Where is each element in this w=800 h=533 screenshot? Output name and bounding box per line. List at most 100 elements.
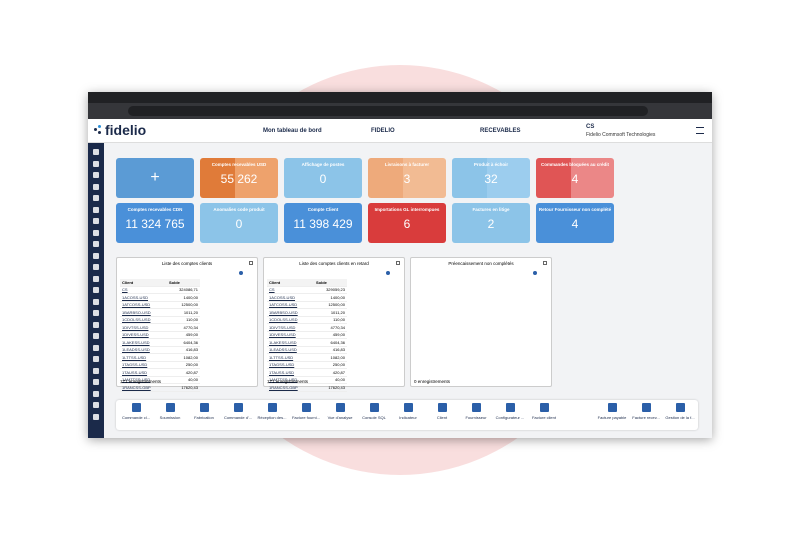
sidebar-icon[interactable] (93, 218, 99, 224)
table-cell[interactable]: 1AMTTSS-USD (120, 376, 168, 384)
table-cell[interactable]: CS (120, 286, 168, 294)
kpi-value: 6 (403, 217, 411, 231)
sidebar-icon[interactable] (93, 149, 99, 155)
table-cell[interactable]: 1DIVESS-USD (120, 331, 168, 339)
kpi-tile[interactable]: Produit à échoir 32 (452, 158, 530, 198)
sidebar-icon[interactable] (93, 402, 99, 408)
panel-close[interactable] (249, 261, 253, 265)
table-cell[interactable]: 1RANCSS-GBP (120, 383, 168, 392)
kpi-tile[interactable]: Importations GL interrompues 6 (368, 203, 446, 243)
kpi-tile[interactable]: Anomalies code produit 0 (200, 203, 278, 243)
kpi-tile[interactable]: Compte Client 11 398 429 (284, 203, 362, 243)
kpi-tile[interactable]: Livraisons à facturer 3 (368, 158, 446, 198)
table-cell[interactable]: CS (267, 286, 315, 294)
toolbar-item[interactable]: Facture payable (594, 403, 630, 420)
table-cell[interactable]: 1DIVTSS-USD (267, 323, 315, 332)
table-cell[interactable]: 1AMTTSS-USD (267, 376, 315, 384)
kpi-tile[interactable]: Factures en litige 2 (452, 203, 530, 243)
sidebar-icon[interactable] (93, 183, 99, 190)
sidebar-icon[interactable] (93, 298, 99, 305)
table-cell[interactable]: 1TAGSS-USD (267, 361, 315, 369)
url-field[interactable] (128, 106, 648, 116)
sidebar-icon[interactable] (93, 413, 99, 420)
table-cell[interactable]: 1DIVTSS-USD (120, 323, 168, 332)
toolbar-item[interactable]: Facture recev... (628, 403, 664, 420)
panel-settings[interactable] (239, 271, 243, 275)
sidebar-icon[interactable] (93, 264, 99, 270)
kpi-tile[interactable]: Commandes bloquées au crédit 4 (536, 158, 614, 198)
toolbar-item[interactable]: Console SQL (356, 403, 392, 420)
sidebar-icon[interactable] (93, 252, 99, 259)
panel-settings[interactable] (533, 271, 537, 275)
kpi-title: Livraisons à facturer (384, 162, 430, 167)
sidebar-icon[interactable] (93, 379, 99, 385)
table-cell[interactable]: 1LAKESS-USD (267, 338, 315, 347)
kpi-tile[interactable]: Comptes recevables CDN 11 324 765 (116, 203, 194, 243)
sidebar-icon[interactable] (93, 172, 99, 178)
table-row: 1DIVESS-USD 459,00 (267, 331, 347, 339)
sidebar-icon[interactable] (93, 333, 99, 339)
table-cell[interactable]: 1CDOLSS-USD (267, 316, 315, 324)
toolbar-item[interactable]: Gestion de la f... (662, 403, 698, 420)
table-cell[interactable]: 1TAUSS-USD (120, 368, 168, 377)
table-cell[interactable]: 1DIVESS-USD (267, 331, 315, 339)
sidebar-icon[interactable] (93, 321, 99, 328)
panel-close[interactable] (543, 261, 547, 265)
toolbar-item[interactable]: Facture client (526, 403, 562, 420)
toolbar-item[interactable]: Soumission (152, 403, 188, 420)
sidebar-icon[interactable] (93, 241, 99, 247)
kpi-title: Produit à échoir (473, 162, 509, 167)
nav-item[interactable]: Mon tableau de bord (263, 128, 322, 134)
sidebar-icon[interactable] (93, 390, 99, 397)
toolbar-item[interactable]: Réception des... (254, 403, 290, 420)
table-row: 1LEADSS-USD 416,83 (267, 346, 347, 354)
toolbar-item[interactable]: Facture fourni... (288, 403, 324, 420)
table-cell[interactable]: 1ACOSS-USD (267, 293, 315, 302)
table-cell[interactable]: 1TAUSS-USD (267, 368, 315, 377)
table-cell[interactable]: 1ACOSS-USD (120, 293, 168, 302)
toolbar-item[interactable]: Fournisseur (458, 403, 494, 420)
toolbar-item[interactable]: Configurateur ... (492, 403, 528, 420)
table-cell[interactable]: 1CDOLSS-USD (120, 316, 168, 324)
sidebar-icon[interactable] (93, 206, 99, 213)
user[interactable]: CS (586, 124, 595, 130)
menu-button[interactable] (696, 127, 704, 134)
table-cell[interactable]: 1LTTSS-USD (120, 353, 168, 362)
panel-close[interactable] (396, 261, 400, 265)
sidebar-icon[interactable] (93, 367, 99, 374)
toolbar-icon (233, 403, 243, 412)
table-cell[interactable]: 1ATCOSS-USD (120, 301, 168, 309)
table-cell[interactable]: 1LEADSS-USD (120, 346, 168, 354)
toolbar-item[interactable]: Vue d'analyse (322, 403, 358, 420)
toolbar-item[interactable]: Commande d'... (220, 403, 256, 420)
sidebar-icon[interactable] (93, 287, 99, 293)
kpi-tile[interactable]: Affichage de postes 0 (284, 158, 362, 198)
kpi-tile[interactable]: Retour Fournisseur non complété 4 (536, 203, 614, 243)
sidebar-icon[interactable] (93, 195, 99, 201)
panel-settings[interactable] (386, 271, 390, 275)
table-cell[interactable]: 1RANCSS-GBP (267, 383, 315, 392)
table-cell[interactable]: 1LEADSS-USD (267, 346, 315, 354)
table-cell[interactable]: 1TAGSS-USD (120, 361, 168, 369)
table-cell[interactable]: 1LAKESS-USD (120, 338, 168, 347)
sidebar-icon[interactable] (93, 160, 99, 167)
table-cell[interactable]: 1ATCOSS-USD (267, 301, 315, 309)
sidebar-icon[interactable] (93, 229, 99, 236)
toolbar-item[interactable]: Fabrication (186, 403, 222, 420)
nav-item[interactable]: FIDELIO (371, 128, 395, 134)
toolbar-item[interactable]: Indicateur (390, 403, 426, 420)
sidebar-icon[interactable] (93, 310, 99, 316)
table-cell[interactable]: 1BARBSO-USD (267, 308, 315, 317)
table-cell[interactable]: 1BARBSO-USD (120, 308, 168, 317)
kpi-tile[interactable]: Comptes recevables USD 55 262 (200, 158, 278, 198)
logo[interactable]: fidelio (105, 122, 147, 138)
sidebar-icon[interactable] (93, 344, 99, 351)
toolbar-item[interactable]: Client (424, 403, 460, 420)
nav-item[interactable]: RECEVABLES (480, 128, 521, 134)
toolbar-item[interactable]: Commande cl... (118, 403, 154, 420)
table-cell[interactable]: 1LTTSS-USD (267, 353, 315, 362)
sidebar-icon[interactable] (93, 275, 99, 282)
sidebar-icon[interactable] (93, 356, 99, 362)
table-row: 1DIVTSS-USD 4770,34 (120, 323, 200, 332)
add-tile[interactable]: + (116, 158, 194, 198)
